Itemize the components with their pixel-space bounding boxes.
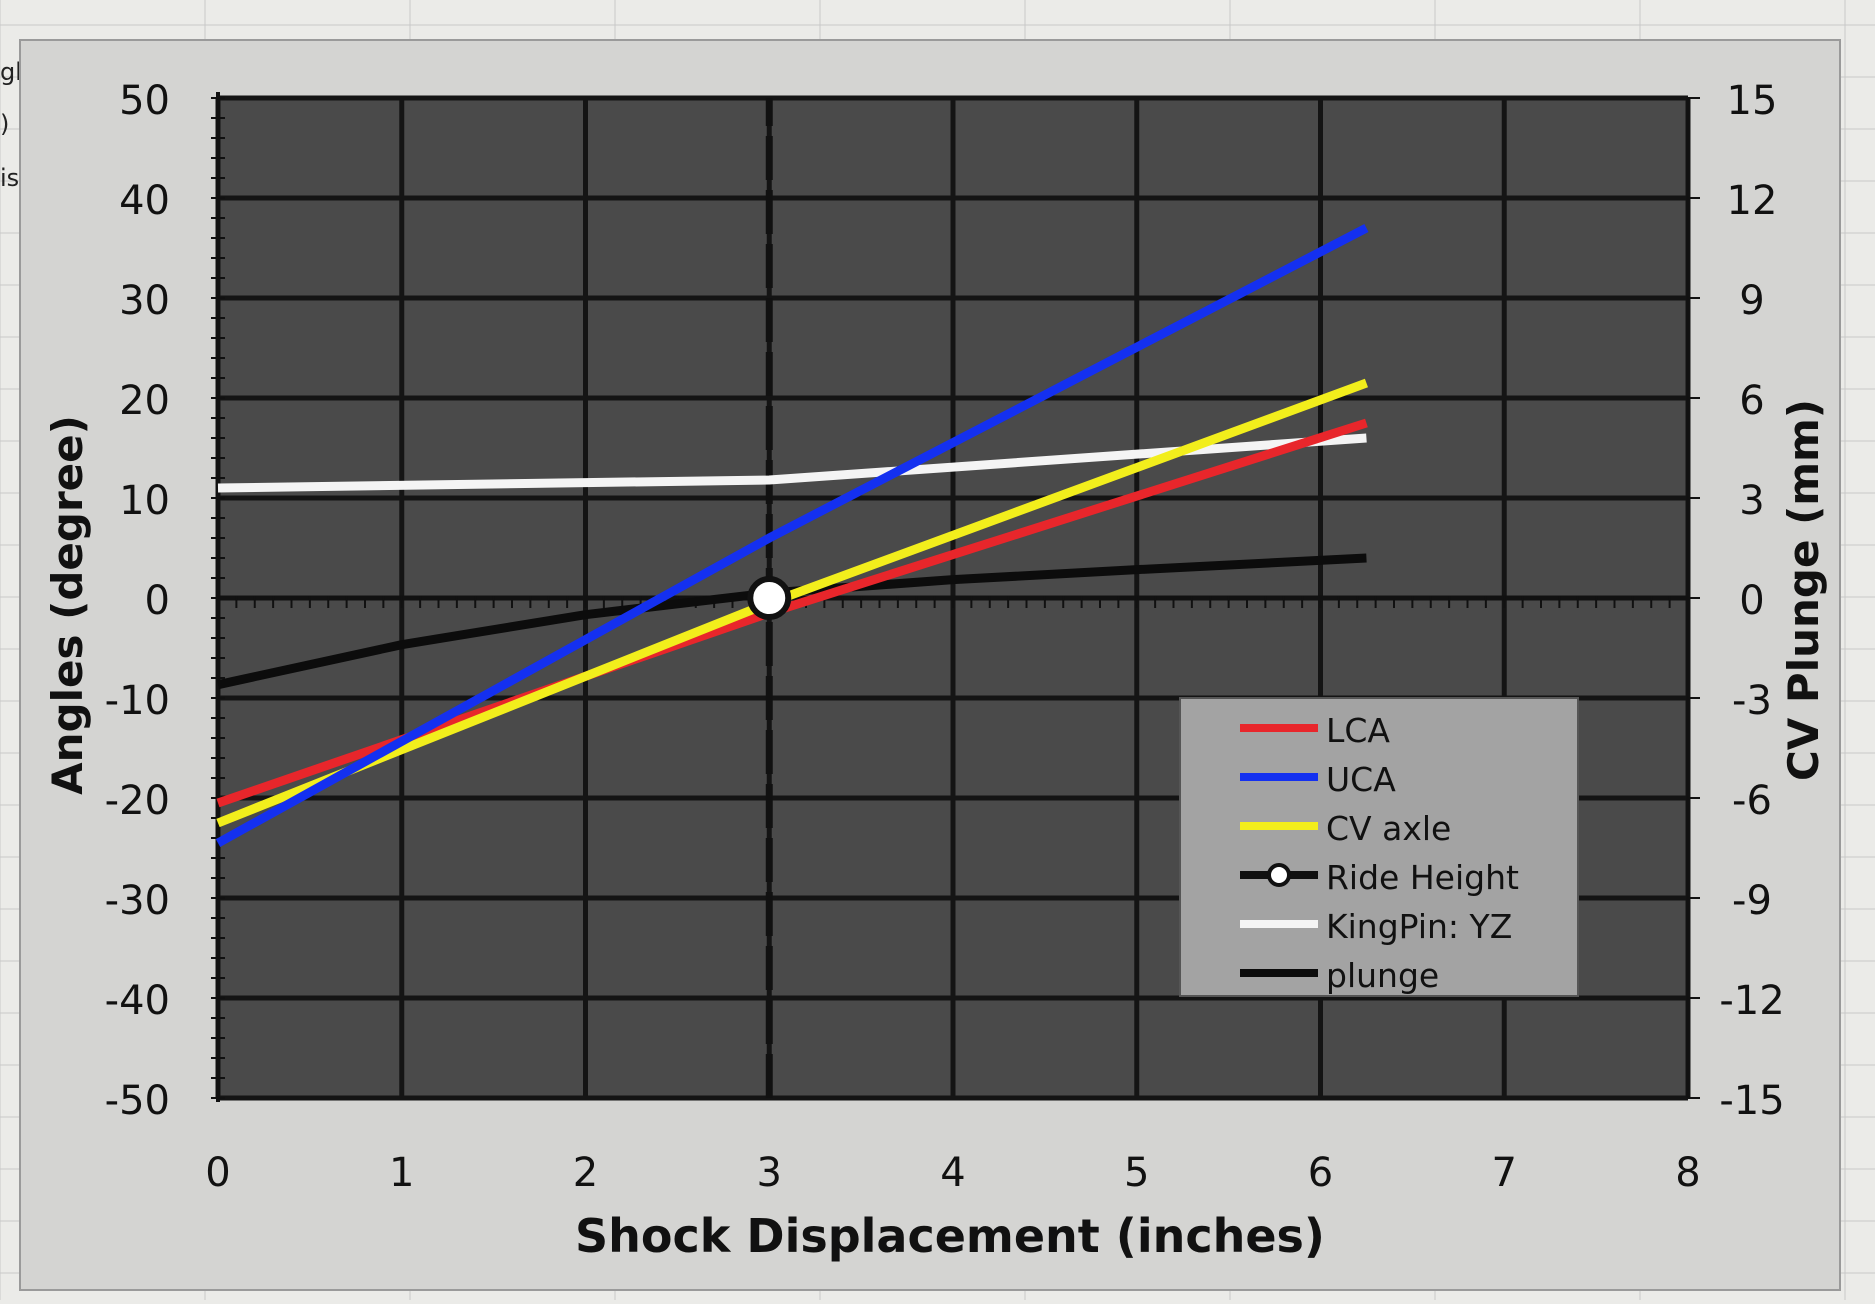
y2-tick-label: -3 (1732, 678, 1772, 724)
series-lines (215, 98, 1369, 1098)
legend-label-uca: UCA (1326, 760, 1396, 799)
x-tick-label: 3 (757, 1150, 782, 1196)
series-uca-line (215, 224, 1369, 847)
x-tick-label: 1 (389, 1150, 414, 1196)
y2-tick-label: -6 (1732, 778, 1772, 824)
y2-tick-label: 3 (1739, 478, 1764, 524)
y2-tick-label: 6 (1739, 378, 1764, 424)
legend-label-ride-height: Ride Height (1326, 858, 1519, 897)
y-tick-label: -30 (105, 878, 170, 924)
spreadsheet-cell-fragment: ) (0, 110, 9, 138)
x-tick-label: 8 (1675, 1150, 1700, 1196)
tick-labels: 0 1 2 3 4 5 6 7 850403020100-10-20-30-40-5015129… (105, 78, 1785, 1196)
legend-label-plunge: plunge (1326, 956, 1439, 995)
x-tick-label: 0 (205, 1150, 230, 1196)
x-axis-label: Shock Displacement (inches) (575, 1209, 1325, 1263)
y-tick-label: 0 (145, 578, 170, 624)
y-tick-label: 50 (119, 78, 170, 124)
y-tick-label: -40 (105, 978, 170, 1024)
y-tick-label: -20 (105, 778, 170, 824)
y-tick-label: 40 (119, 178, 170, 224)
axes (211, 92, 1700, 1102)
legend-label-kingpin-yz: KingPin: YZ (1326, 907, 1512, 946)
y2-tick-label: -15 (1719, 1078, 1784, 1124)
y2-axis-label: CV Plunge (mm) (1779, 399, 1828, 781)
y2-tick-label: -9 (1732, 878, 1772, 924)
y2-tick-label: -12 (1719, 978, 1784, 1024)
y2-tick-label: 15 (1727, 78, 1778, 124)
y-tick-label: 30 (119, 278, 170, 324)
y-tick-label: 20 (119, 378, 170, 424)
legend: LCA UCA CV axle Ride Height KingPin: YZ plung… (1179, 697, 1579, 997)
x-tick-label: 4 (940, 1150, 965, 1196)
y2-tick-label: 12 (1727, 178, 1778, 224)
legend-label-cv-axle: CV axle (1326, 809, 1451, 848)
y2-tick-label: 0 (1739, 578, 1764, 624)
x-tick-label: 5 (1124, 1150, 1149, 1196)
y-tick-label: -10 (105, 678, 170, 724)
x-tick-label: 6 (1308, 1150, 1333, 1196)
spreadsheet-cell-fragment: is (0, 164, 19, 192)
y-axis-label: Angles (degree) (43, 415, 92, 795)
legend-marker-ride-height (1267, 863, 1291, 887)
legend-box (1179, 697, 1579, 997)
x-tick-label: 7 (1492, 1150, 1517, 1196)
y-tick-label: 10 (119, 478, 170, 524)
ride-height-marker (747, 576, 792, 620)
y-tick-label: -50 (105, 1078, 170, 1124)
legend-label-lca: LCA (1326, 711, 1390, 750)
x-tick-label: 2 (573, 1150, 598, 1196)
y2-tick-label: 9 (1739, 278, 1764, 324)
